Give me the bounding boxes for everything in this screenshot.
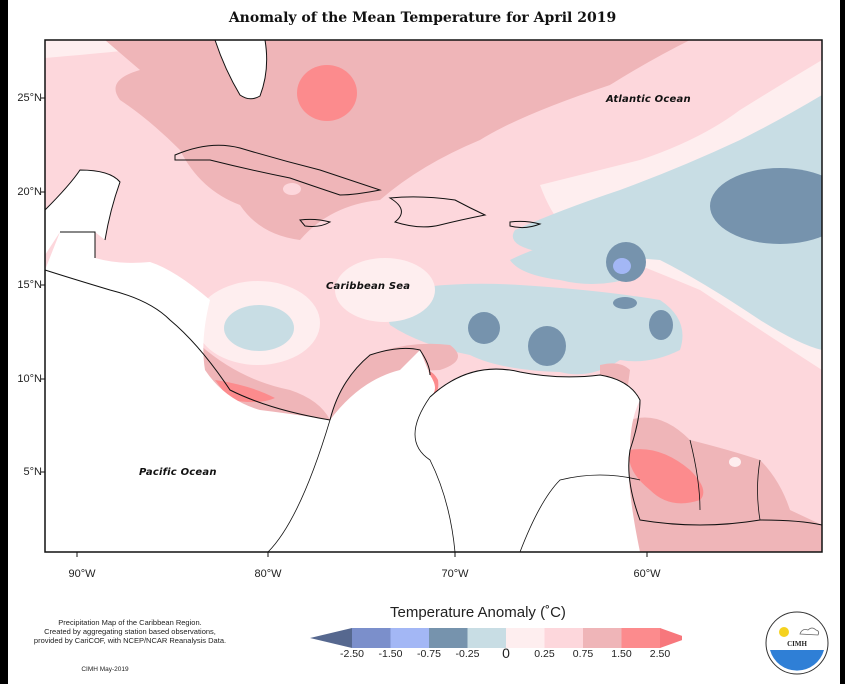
- anomaly-class-neg0.25-0: [512, 95, 822, 350]
- anomaly-class-0-0.25: [729, 457, 741, 467]
- sun-icon: [779, 627, 789, 637]
- credit-date: CIMH May-2019: [81, 666, 129, 673]
- colorbar-arrow-low: [310, 628, 352, 648]
- coastlines: [44, 39, 823, 553]
- guianas-borders: [689, 439, 761, 521]
- colorbar-tick-label: 0.75: [572, 648, 594, 660]
- colorbar-cell: [506, 628, 545, 648]
- lat-label-15n: 15°N: [17, 279, 42, 291]
- lon-label-70w: 70°W: [441, 568, 469, 580]
- anomaly-class-neg0.75-neg0.25: [468, 312, 500, 344]
- credit-line: provided by CariCOF, with NCEP/NCAR Rean…: [33, 636, 227, 645]
- lat-label-5n: 5°N: [23, 466, 42, 478]
- cloud-icon: [799, 627, 820, 636]
- cimh-logo: CIMH: [765, 611, 829, 675]
- anomaly-field: [45, 40, 822, 552]
- country-borders: [267, 396, 641, 553]
- colorbar-tick-label: 2.50: [649, 648, 671, 660]
- lat-label-25n: 25°N: [17, 92, 42, 104]
- colorbar-tick-label: -2.50: [340, 648, 364, 660]
- colorbar: [310, 628, 682, 648]
- anomaly-class-0.25-0.75: [283, 183, 301, 195]
- label-atlantic-ocean: Atlantic Ocean: [606, 94, 691, 105]
- anomaly-class-neg0.25-0: [224, 305, 294, 351]
- label-caribbean-sea: Caribbean Sea: [326, 281, 411, 292]
- colorbar-cell: [390, 628, 430, 648]
- anomaly-class-neg0.75-neg0.25: [710, 168, 822, 244]
- anomaly-class-neg1.5-neg0.75: [613, 258, 631, 274]
- lat-label-10n: 10°N: [17, 373, 42, 385]
- anomaly-class-neg0.75-neg0.25: [613, 297, 637, 309]
- colorbar-tick-label: -0.75: [417, 648, 441, 660]
- coast-florida: [214, 39, 268, 100]
- colorbar-cell: [583, 628, 622, 648]
- colorbar-tick-label: -0.25: [455, 648, 480, 660]
- axis-ticks: [41, 97, 648, 557]
- colorbar-arrow-high: [660, 628, 682, 648]
- colorbar-cell: [352, 628, 391, 648]
- lon-label-60w: 60°W: [633, 568, 661, 580]
- map-panel: [41, 39, 823, 557]
- anomaly-class-0-0.25: [335, 258, 435, 322]
- colorbar-cell: [544, 628, 584, 648]
- credits-text: Precipitation Map of the Caribbean Regio…: [10, 618, 250, 645]
- legend-title: Temperature Anomaly (˚C): [390, 604, 566, 621]
- lon-label-90w: 90°W: [68, 568, 96, 580]
- colorbar-cell: [621, 628, 661, 648]
- land-mask-yucatan: [45, 170, 120, 255]
- coast-cuba: [174, 144, 382, 196]
- coast-jamaica: [299, 218, 332, 227]
- map-frame: [44, 39, 823, 553]
- lon-label-80w: 80°W: [254, 568, 282, 580]
- coast-south-america: [329, 347, 823, 526]
- coast-puerto-rico: [509, 220, 542, 229]
- anomaly-class-neg0.75-neg0.25: [528, 326, 566, 366]
- anomaly-class-0.75-1.5: [623, 417, 822, 552]
- anomaly-class-1.5-2.5: [297, 65, 357, 121]
- colorbar-tick-label: -1.50: [378, 648, 403, 660]
- right-border: [840, 0, 845, 684]
- coast-central-america: [44, 231, 331, 421]
- colorbar-cell: [467, 628, 507, 648]
- colorbar-cell: [429, 628, 468, 648]
- map-title: Anomaly of the Mean Temperature for Apri…: [228, 10, 617, 26]
- anomaly-class-0.75-1.5: [200, 345, 330, 430]
- lat-label-20n: 20°N: [17, 186, 42, 198]
- logo-text: CIMH: [787, 640, 807, 648]
- credit-line: Precipitation Map of the Caribbean Regio…: [58, 618, 202, 627]
- coast-yucatan: [44, 169, 121, 241]
- coast-hispaniola: [388, 196, 487, 228]
- label-pacific-ocean: Pacific Ocean: [139, 467, 217, 478]
- land-mask-florida: [215, 40, 267, 99]
- land-mask-south: [45, 232, 640, 552]
- colorbar-tick-label: 0.25: [534, 648, 555, 660]
- sea-icon: [770, 650, 824, 671]
- colorbar-tick-label: 1.50: [611, 648, 632, 660]
- credit-line: Created by aggregating station based obs…: [44, 627, 216, 636]
- anomaly-class-neg0.75-neg0.25: [649, 310, 673, 340]
- anomaly-class-1.5-2.5: [629, 449, 704, 504]
- colorbar-tick-label: 0: [502, 645, 510, 661]
- left-border: [0, 0, 8, 684]
